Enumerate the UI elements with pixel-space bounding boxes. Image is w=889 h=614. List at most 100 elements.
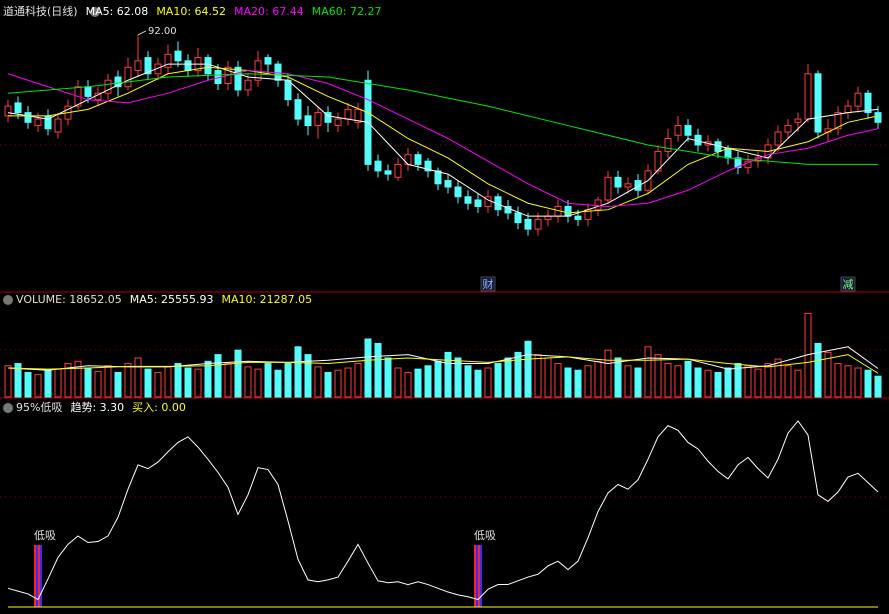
volume-bar [244, 366, 252, 398]
volume-bar [74, 360, 82, 398]
signal-bar [36, 545, 38, 607]
volume-bar [44, 369, 52, 398]
volume-bar [684, 360, 692, 398]
legend-entry: 趋势: 3.30 [70, 401, 124, 414]
candle-body [234, 66, 242, 91]
signal-bar [38, 545, 40, 607]
volume-bar [494, 363, 502, 398]
signal-bar [480, 545, 482, 607]
volume-bar [694, 367, 702, 398]
candle-body [104, 79, 112, 94]
event-label: 减 [843, 278, 854, 291]
candle-body [164, 53, 172, 68]
volume-bar [144, 368, 152, 398]
candle-body [24, 112, 32, 123]
volume-bar [314, 366, 322, 398]
volume-bar [164, 366, 172, 398]
volume-bar [134, 357, 142, 398]
candle-body [304, 115, 312, 127]
volume-bar [174, 363, 182, 398]
candle-body [414, 154, 422, 165]
volume-bar [394, 367, 402, 398]
volume-bar [374, 342, 382, 398]
volume-bar [874, 375, 882, 398]
volume-bar [624, 365, 632, 398]
volume-bar [524, 340, 532, 398]
volume-bar [784, 365, 792, 398]
candle-body [634, 180, 642, 191]
candle-body [874, 112, 882, 123]
candle-body [724, 147, 732, 159]
candle-body [244, 79, 252, 91]
candle-body [684, 125, 692, 136]
line-series [7, 354, 879, 374]
candle-body [204, 57, 212, 75]
candle-body [284, 79, 292, 101]
volume-bar [634, 367, 642, 398]
candle-body [4, 105, 12, 117]
panel-title: 道通科技(日线) [3, 4, 78, 18]
line-series [8, 66, 879, 214]
candle-body [834, 112, 842, 130]
menu-icon[interactable] [3, 403, 13, 413]
volume-bar [154, 371, 162, 398]
volume-bar [404, 371, 412, 398]
volume-bar [294, 346, 302, 398]
candle-body [264, 57, 272, 65]
candle-body [294, 99, 302, 120]
legend-entry: MA60: 72.27 [312, 5, 382, 18]
candle-body [594, 199, 602, 211]
candle-body [624, 183, 632, 188]
volume-bar [104, 365, 112, 398]
signal-bar [40, 545, 42, 607]
volume-bar [24, 371, 32, 398]
candle-body [844, 105, 852, 114]
volume-bar [334, 369, 342, 398]
volume-bar [754, 368, 762, 398]
volume-bar [34, 374, 42, 398]
event-label: 财 [483, 277, 494, 291]
candle-body [794, 118, 802, 123]
volume-bar [844, 365, 852, 398]
candle-body [464, 196, 472, 204]
panel-title: 95%低吸 [16, 401, 62, 414]
panel-title: VOLUME: 18652.05 [16, 293, 122, 306]
volume-bar [834, 363, 842, 398]
signal-label: 低吸 [34, 529, 56, 542]
line-series [7, 346, 879, 371]
volume-bar [274, 369, 282, 398]
volume-bar [814, 342, 822, 398]
volume-bar [704, 369, 712, 398]
candle-body [814, 73, 822, 133]
volume-bar [584, 365, 592, 398]
candle-body [734, 157, 742, 169]
candle-body [54, 118, 62, 133]
volume-bar [574, 369, 582, 398]
candle-body [404, 154, 412, 165]
volume-bar [664, 363, 672, 398]
menu-icon[interactable] [3, 295, 13, 305]
candle-body [134, 60, 142, 72]
signal-bar [474, 545, 476, 607]
legend-entry: 买入: 0.00 [132, 401, 186, 414]
candle-body [424, 160, 432, 172]
candle-body [374, 160, 382, 172]
volume-bar [424, 365, 432, 398]
volume-bar [324, 371, 332, 398]
volume-bar [344, 367, 352, 398]
signal-bar [476, 545, 478, 607]
candle-body [564, 205, 572, 217]
volume-bar [364, 338, 372, 398]
candle-body [14, 102, 22, 114]
volume-bar [214, 354, 222, 398]
candle-body [34, 118, 42, 127]
menu-icon[interactable] [90, 7, 100, 17]
volume-bar [674, 365, 682, 398]
candle-body [454, 186, 462, 198]
candle-body [174, 50, 182, 62]
candle-body [334, 118, 342, 127]
volume-bar [714, 371, 722, 398]
candle-body [444, 180, 452, 188]
candle-body [534, 218, 542, 230]
